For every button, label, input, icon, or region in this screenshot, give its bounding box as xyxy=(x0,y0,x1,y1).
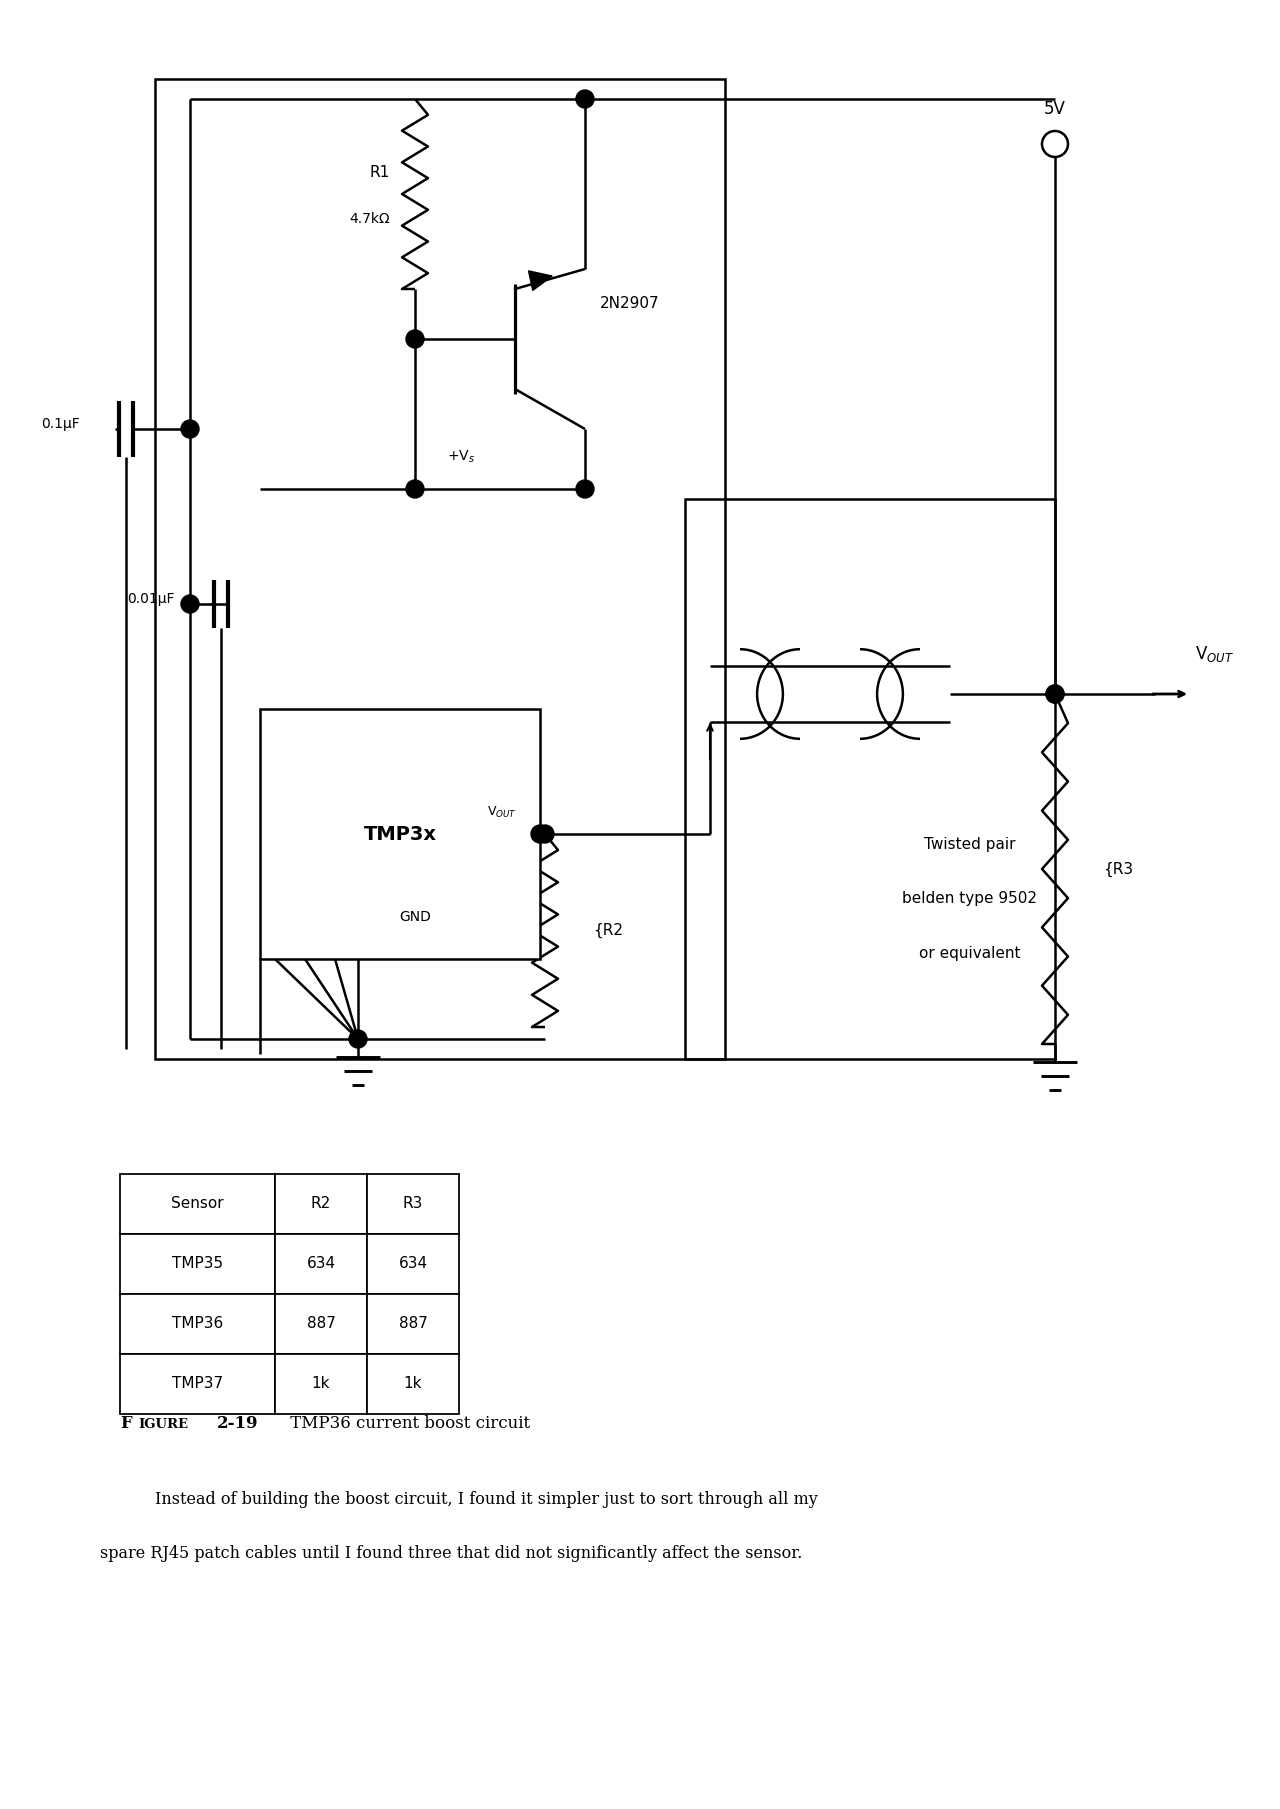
Text: TMP37: TMP37 xyxy=(172,1377,223,1391)
Circle shape xyxy=(406,329,424,347)
Text: +V$_s$: +V$_s$ xyxy=(447,449,475,465)
Bar xyxy=(275,1293,367,1353)
Text: TMP35: TMP35 xyxy=(172,1257,223,1272)
Text: IGURE: IGURE xyxy=(138,1418,188,1431)
Text: 887: 887 xyxy=(398,1317,428,1331)
Text: {R2: {R2 xyxy=(593,923,623,939)
Text: 2-19: 2-19 xyxy=(218,1415,259,1433)
Text: 4.7kΩ: 4.7kΩ xyxy=(349,212,390,226)
Text: Instead of building the boost circuit, I found it simpler just to sort through a: Instead of building the boost circuit, I… xyxy=(155,1491,818,1507)
Text: V$_{OUT}$: V$_{OUT}$ xyxy=(1196,644,1234,664)
Polygon shape xyxy=(529,271,552,291)
Circle shape xyxy=(180,420,198,438)
Text: TMP36 current boost circuit: TMP36 current boost circuit xyxy=(285,1415,530,1433)
Text: Twisted pair: Twisted pair xyxy=(924,836,1016,852)
Bar xyxy=(367,1174,460,1234)
Text: or equivalent: or equivalent xyxy=(919,946,1020,962)
Text: spare RJ45 patch cables until I found three that did not significantly affect th: spare RJ45 patch cables until I found th… xyxy=(100,1545,803,1563)
Text: 1k: 1k xyxy=(312,1377,330,1391)
Text: TMP3x: TMP3x xyxy=(364,825,436,843)
Bar xyxy=(155,80,724,1058)
Bar xyxy=(275,1234,367,1293)
Text: TMP36: TMP36 xyxy=(172,1317,223,1331)
Bar xyxy=(275,1353,367,1415)
Bar xyxy=(367,1234,460,1293)
Circle shape xyxy=(576,479,594,497)
Circle shape xyxy=(576,90,594,109)
Bar xyxy=(260,709,540,959)
Text: GND: GND xyxy=(399,910,431,924)
Text: belden type 9502: belden type 9502 xyxy=(902,892,1038,906)
Text: 1k: 1k xyxy=(403,1377,422,1391)
Circle shape xyxy=(536,825,554,843)
Text: 0.01μF: 0.01μF xyxy=(128,592,175,606)
Bar xyxy=(120,1293,275,1353)
Text: R1: R1 xyxy=(370,165,390,179)
Circle shape xyxy=(1046,686,1064,704)
Text: 2N2907: 2N2907 xyxy=(600,297,659,311)
Circle shape xyxy=(531,825,549,843)
Circle shape xyxy=(180,595,198,613)
Circle shape xyxy=(349,1029,367,1047)
Circle shape xyxy=(406,479,424,497)
Text: 0.1μF: 0.1μF xyxy=(41,418,79,431)
Bar xyxy=(685,499,1055,1058)
Text: R3: R3 xyxy=(403,1196,424,1212)
Circle shape xyxy=(1046,686,1064,704)
Text: 887: 887 xyxy=(307,1317,335,1331)
Bar xyxy=(120,1174,275,1234)
Bar xyxy=(367,1293,460,1353)
Bar xyxy=(120,1353,275,1415)
Text: {R3: {R3 xyxy=(1103,861,1133,877)
Text: V$_{OUT}$: V$_{OUT}$ xyxy=(488,805,517,819)
Text: 5V: 5V xyxy=(1044,99,1066,118)
Text: R2: R2 xyxy=(311,1196,332,1212)
Bar xyxy=(120,1234,275,1293)
Bar xyxy=(275,1174,367,1234)
Text: Sensor: Sensor xyxy=(172,1196,224,1212)
Bar xyxy=(367,1353,460,1415)
Text: F: F xyxy=(120,1415,132,1433)
Text: 634: 634 xyxy=(306,1257,335,1272)
Text: 634: 634 xyxy=(398,1257,428,1272)
